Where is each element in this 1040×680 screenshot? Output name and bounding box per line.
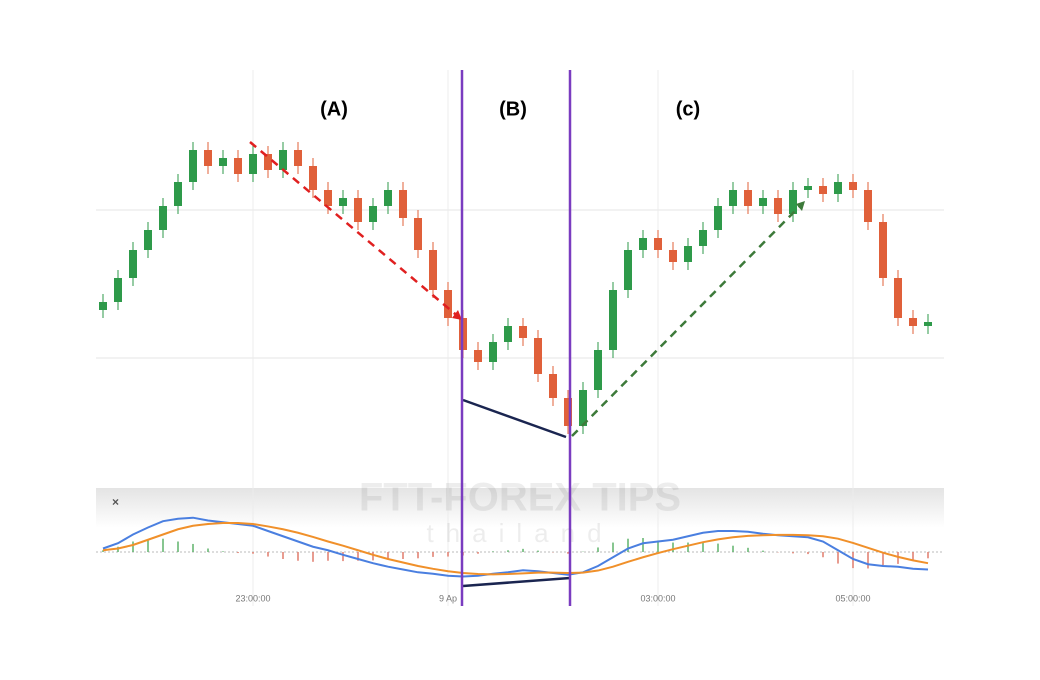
candle-body (324, 190, 332, 206)
candle-body (654, 238, 662, 250)
candle-body (189, 150, 197, 182)
divergence-line (462, 398, 567, 439)
candle-body (399, 190, 407, 218)
candle-body (219, 158, 227, 166)
candle-body (549, 374, 557, 398)
candle-body (99, 302, 107, 310)
candle-body (159, 206, 167, 230)
candle-body (909, 318, 917, 326)
indicator-line (102, 516, 929, 578)
candle-body (114, 278, 122, 302)
annotation: (c) (676, 98, 700, 120)
candle-body (174, 182, 182, 206)
candle-body (264, 154, 272, 170)
candle-body (579, 390, 587, 426)
candle-body (144, 230, 152, 250)
candle-body (804, 186, 812, 190)
candle-body (204, 150, 212, 166)
close-icon[interactable]: × (112, 495, 119, 509)
candle-body (564, 398, 572, 426)
candle-body (879, 222, 887, 278)
x-tick-label: 9 Ap (439, 593, 457, 603)
candle-body (429, 250, 437, 290)
candle-body (864, 190, 872, 222)
trend-arrow (571, 205, 801, 437)
candle-body (894, 278, 902, 318)
candle-body (519, 326, 527, 338)
arrow-head (452, 310, 462, 320)
annotation: (A) (320, 98, 348, 120)
candle-body (504, 326, 512, 342)
x-tick-label: 23:00:00 (235, 593, 270, 603)
indicator-header (96, 488, 944, 528)
candle-body (309, 166, 317, 190)
candle-body (714, 206, 722, 230)
candle-body (699, 230, 707, 246)
arrow-head (796, 201, 805, 211)
candle-body (339, 198, 347, 206)
candle-body (774, 198, 782, 214)
candle-body (384, 190, 392, 206)
x-tick-label: 03:00:00 (640, 593, 675, 603)
candle-body (624, 250, 632, 290)
candle-body (834, 182, 842, 194)
candle-body (234, 158, 242, 174)
candle-body (249, 154, 257, 174)
candle-body (744, 190, 752, 206)
candle-body (354, 198, 362, 222)
candle-body (444, 290, 452, 318)
candle-body (294, 150, 302, 166)
candle-body (819, 186, 827, 194)
x-tick-label: 05:00:00 (835, 593, 870, 603)
candle-body (369, 206, 377, 222)
candle-body (609, 290, 617, 350)
watermark: FTT-FOREX TIPS (359, 476, 681, 520)
indicator-line (102, 521, 929, 576)
candle-body (279, 150, 287, 170)
candle-body (669, 250, 677, 262)
candle-body (129, 250, 137, 278)
candle-body (414, 218, 422, 250)
candle-body (534, 338, 542, 374)
trend-arrow (249, 141, 461, 319)
watermark: thailand (426, 518, 613, 548)
annotation: (B) (499, 98, 527, 120)
candle-body (594, 350, 602, 390)
candle-body (759, 198, 767, 206)
candle-body (639, 238, 647, 250)
candle-body (489, 342, 497, 362)
candle-body (789, 190, 797, 214)
candle-body (729, 190, 737, 206)
candle-body (849, 182, 857, 190)
divergence-line (462, 576, 571, 588)
candle-body (684, 246, 692, 262)
candle-body (474, 350, 482, 362)
candle-body (924, 322, 932, 326)
